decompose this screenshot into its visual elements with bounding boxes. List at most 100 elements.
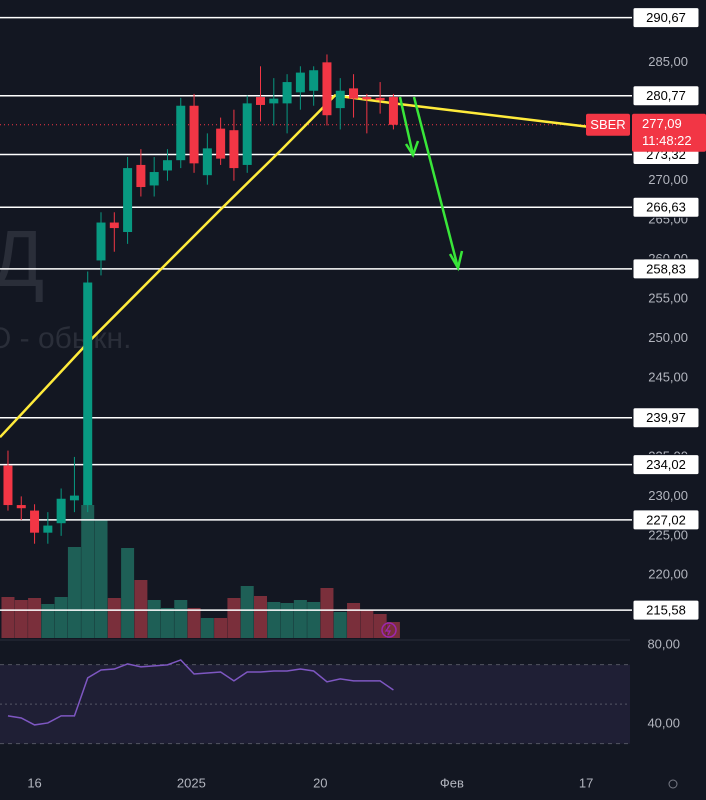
x-tick-label: Фев — [440, 775, 464, 790]
candle-body — [96, 222, 106, 261]
watermark-text: Д — [0, 214, 44, 303]
level-label: 258,83 — [646, 261, 686, 276]
volume-bar — [67, 547, 81, 638]
candle-body — [375, 97, 385, 101]
volume-bar — [187, 608, 201, 638]
rsi-tick-label: 40,00 — [647, 715, 680, 730]
y-tick-label: 230,00 — [648, 488, 688, 503]
symbol-label: SBER — [590, 117, 625, 132]
candle-body — [176, 105, 186, 161]
level-label-box — [632, 85, 700, 107]
last-price-label: 277,09 — [642, 116, 682, 131]
volume-bar — [360, 610, 374, 638]
last-price-box — [632, 113, 706, 152]
candle-body — [335, 90, 345, 109]
candle-body — [349, 88, 359, 99]
level-label: 280,77 — [646, 88, 686, 103]
volume-bar — [200, 618, 214, 638]
volume-bar — [254, 596, 268, 638]
candle-body — [242, 103, 252, 165]
volume-bar — [386, 622, 400, 638]
volume-bar — [81, 505, 95, 638]
volume-bar — [147, 600, 161, 638]
y-tick-label: 225,00 — [648, 527, 688, 542]
x-tick-label: 16 — [27, 775, 41, 790]
level-label: 215,58 — [646, 603, 686, 618]
candle-body — [202, 148, 212, 176]
y-tick-label: 250,00 — [648, 330, 688, 345]
volume-bar — [307, 602, 321, 638]
y-tick-label: 270,00 — [648, 172, 688, 187]
arrow-head — [404, 140, 420, 158]
volume-bar — [347, 603, 361, 638]
candle-body — [229, 130, 239, 169]
level-label-box — [632, 258, 700, 280]
volume-bar — [280, 603, 294, 638]
candle-body — [189, 105, 199, 164]
arrow-head — [448, 250, 464, 272]
candle-body — [149, 172, 159, 186]
level-label-box — [632, 407, 700, 429]
y-tick-label: 245,00 — [648, 369, 688, 384]
volume-bar — [373, 614, 387, 638]
level-label-box — [632, 599, 700, 621]
settings-icon[interactable] — [668, 779, 678, 789]
volume-bar — [54, 597, 68, 638]
candle-body — [136, 164, 146, 188]
volume-bar — [14, 600, 28, 638]
volume-bar — [107, 598, 121, 638]
volume-bar — [240, 586, 254, 638]
candle-body — [109, 222, 119, 229]
level-label-box — [632, 454, 700, 476]
y-tick-label: 255,00 — [648, 291, 688, 306]
level-label: 290,67 — [646, 10, 686, 25]
alert-icon — [381, 622, 397, 638]
candle-body — [388, 97, 398, 125]
candle-body — [3, 465, 13, 506]
volume-bar — [121, 548, 135, 638]
y-tick-label: 285,00 — [648, 54, 688, 69]
volume-bar — [333, 612, 347, 638]
candle-body — [309, 70, 319, 91]
candle-body — [83, 282, 93, 506]
candle-body — [282, 82, 292, 104]
volume-bar — [94, 520, 108, 638]
candle-body — [216, 128, 226, 159]
watermark: Д О - обыкн. — [0, 214, 131, 355]
volume-bar — [293, 600, 307, 638]
candle-body — [295, 72, 305, 93]
candle-body — [16, 505, 26, 509]
candle-body — [123, 168, 133, 233]
icon — [384, 624, 392, 636]
candle-body — [69, 495, 79, 501]
volume-bar — [160, 608, 174, 638]
candle-body — [322, 62, 332, 116]
drawing-arrows — [398, 96, 464, 272]
level-label-box — [632, 7, 700, 29]
candle-body — [30, 510, 40, 533]
candle-body — [269, 98, 279, 104]
volume-bar — [134, 580, 148, 638]
level-label: 239,97 — [646, 410, 686, 425]
x-tick-label: 17 — [579, 775, 593, 790]
candle-body — [43, 525, 53, 533]
level-label: 266,63 — [646, 200, 686, 215]
icon — [381, 622, 397, 638]
level-label: 227,02 — [646, 512, 686, 527]
volume-bar — [267, 602, 281, 638]
volume-bar — [1, 597, 15, 638]
volume-bar — [320, 588, 334, 638]
volume-bar — [214, 618, 228, 638]
candle-body — [362, 97, 372, 100]
arrow — [412, 96, 460, 269]
y-tick-label: 220,00 — [648, 567, 688, 582]
volume-bar — [41, 604, 55, 638]
symbol-box — [586, 113, 630, 136]
volume-bar — [174, 600, 188, 638]
x-tick-label: 2025 — [177, 775, 206, 790]
x-tick-label: 20 — [313, 775, 327, 790]
candle-body — [56, 498, 66, 524]
watermark-text: О - обыкн. — [0, 322, 131, 355]
countdown-label: 11:48:22 — [642, 133, 692, 148]
